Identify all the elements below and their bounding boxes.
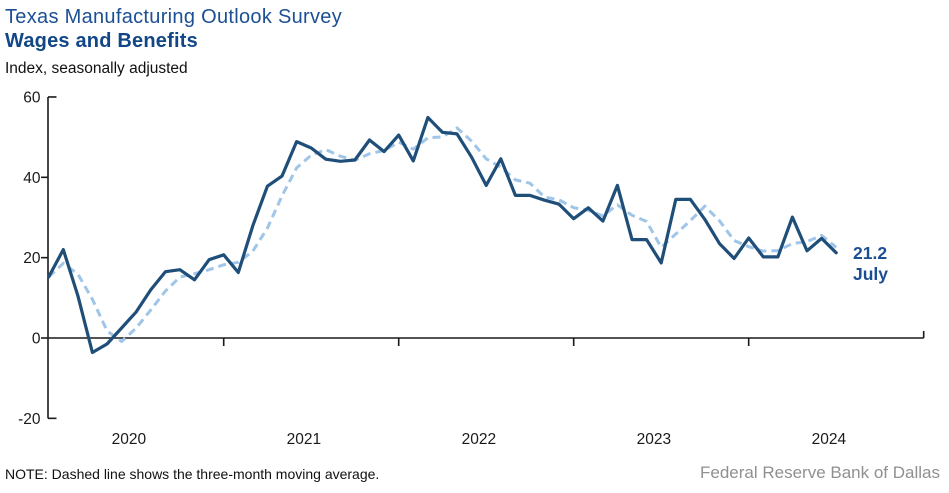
y-axis-units-label: Index, seasonally adjusted	[5, 60, 188, 77]
wages-benefits-index-line	[47, 115, 838, 355]
y-axis-tick-label: -20	[18, 411, 41, 428]
x-axis-year-label: 2024	[812, 431, 847, 448]
y-axis-tick-label: 0	[32, 331, 41, 348]
page-title: Texas Manufacturing Outlook Survey	[5, 6, 343, 28]
chart-subtitle: Wages and Benefits	[5, 30, 198, 52]
source-attribution: Federal Reserve Bank of Dallas	[699, 463, 940, 482]
x-axis-year-label: 2023	[637, 431, 671, 448]
latest-month: July	[853, 264, 889, 284]
y-axis-tick-label: 60	[23, 89, 41, 106]
moving-average-dashed-line	[47, 126, 838, 343]
latest-value: 21.2	[853, 243, 888, 263]
x-axis-year-label: 2021	[287, 431, 321, 448]
x-axis-year-label: 2020	[112, 431, 147, 448]
y-axis-tick-label: 40	[23, 170, 41, 187]
x-axis-year-label: 2022	[462, 431, 496, 448]
latest-value-annotation: 21.2 July	[853, 243, 888, 285]
footnote: NOTE: Dashed line shows the three-month …	[5, 466, 380, 482]
y-axis-tick-label: 20	[23, 250, 41, 267]
